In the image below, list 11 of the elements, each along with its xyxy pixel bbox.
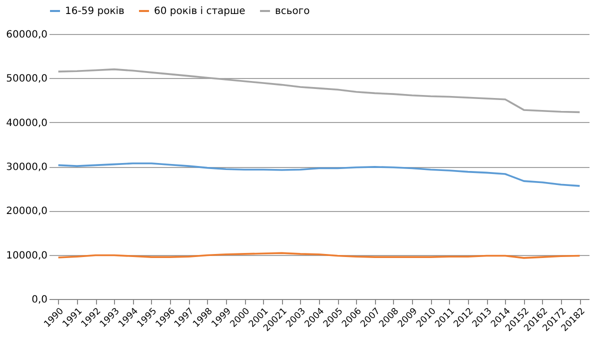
y-tick-label: 60000,0 [6, 30, 48, 40]
y-tick-label: 0,0 [32, 294, 48, 306]
y-tick-label: 30000,0 [6, 162, 48, 173]
y-tick-label: 10000,0 [6, 250, 48, 262]
legend-label: 60 років і старше [154, 6, 246, 17]
legend-label: 16-59 років [65, 6, 125, 17]
y-tick-label: 50000,0 [6, 74, 48, 85]
y-tick-label: 20000,0 [6, 206, 48, 218]
line-series [57, 162, 581, 187]
legend-label: всього [275, 6, 310, 17]
y-tick-label: 40000,0 [6, 118, 48, 129]
